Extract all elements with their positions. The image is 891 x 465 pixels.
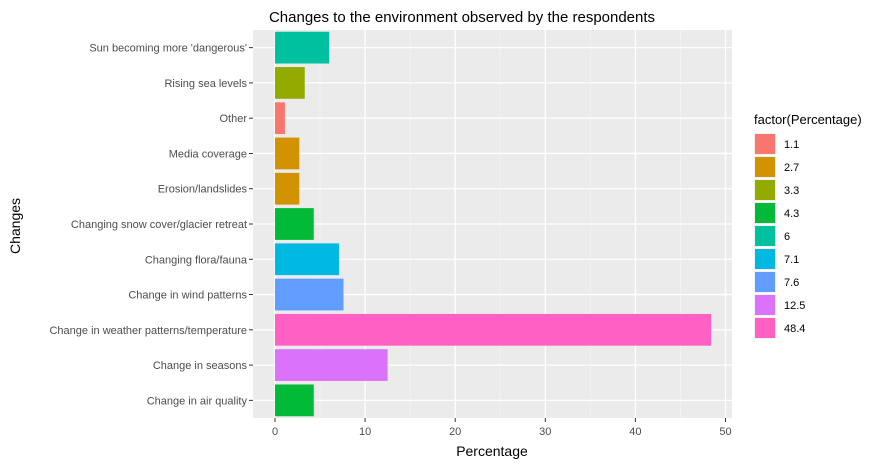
y-tick-label: Changing snow cover/glacier retreat [71,219,247,231]
x-tick-label: 40 [629,426,641,438]
x-tick-label: 30 [539,426,551,438]
bar [275,384,314,417]
y-tick-label: Changing flora/fauna [145,254,248,266]
y-tick-label: Media coverage [169,148,247,160]
y-axis-title: Changes [7,198,23,254]
legend-label: 1.1 [784,139,799,151]
y-tick-label: Erosion/landslides [158,184,248,196]
legend-label: 3.3 [784,185,799,197]
y-tick-label: Rising sea levels [164,78,247,90]
legend-swatch [755,226,775,246]
legend-label: 48.4 [784,323,805,335]
bar [275,208,314,240]
bar [275,31,330,64]
y-tick-label: Sun becoming more 'dangerous' [89,43,247,55]
chart-title: Changes to the environment observed by t… [269,9,655,26]
bar [275,172,300,205]
legend-swatch [755,157,775,177]
legend-swatch [755,203,775,223]
bar [275,313,712,346]
bar [275,67,305,99]
legend-label: 2.7 [784,162,799,174]
bar [275,349,388,381]
legend-label: 7.6 [784,277,799,289]
legend-swatch [755,295,775,315]
legend-swatch [755,318,775,338]
legend-label: 7.1 [784,254,799,266]
x-tick-label: 0 [272,426,278,438]
y-tick-label: Other [219,113,247,125]
legend-label: 4.3 [784,208,799,220]
legend-swatch [755,272,775,292]
y-tick-label: Change in seasons [153,360,248,372]
legend-title: factor(Percentage) [754,112,862,127]
legend-swatch [755,134,775,154]
x-tick-label: 50 [719,426,731,438]
plot-area: Change in air quality Change in seasons Ch… [49,30,732,438]
y-tick-label: Change in weather patterns/temperature [49,325,247,337]
bar [275,278,344,311]
legend-swatch [755,249,775,269]
legend-swatch [755,180,775,200]
bar [275,102,285,135]
x-axis-title: Percentage [456,443,528,459]
y-tick-label: Change in wind patterns [128,290,247,302]
y-tick-label: Change in air quality [147,395,248,407]
x-tick-label: 20 [449,426,461,438]
x-tick-label: 10 [359,426,371,438]
legend: factor(Percentage) 1.1 2.7 3.3 4.3 6 7.1 7.6 12… [754,112,862,339]
legend-label: 6 [784,231,790,243]
bar [275,243,339,276]
bar [275,137,300,170]
legend-label: 12.5 [784,300,805,312]
